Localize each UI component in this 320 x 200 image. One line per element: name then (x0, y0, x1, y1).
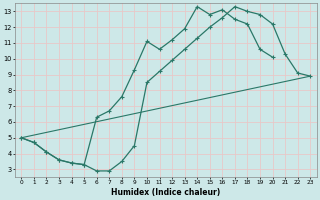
X-axis label: Humidex (Indice chaleur): Humidex (Indice chaleur) (111, 188, 220, 197)
